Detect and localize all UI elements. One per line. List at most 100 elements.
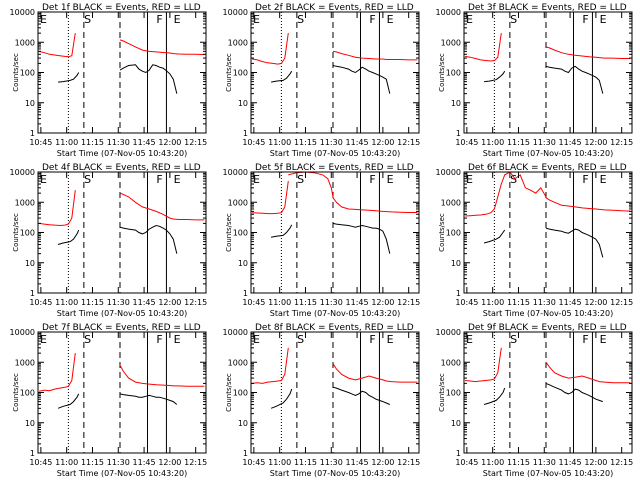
y-axis-label: Counts/sec — [12, 213, 20, 252]
event-marker-label: E — [466, 173, 473, 186]
x-tick-label: 11:45 — [133, 138, 156, 147]
y-tick-label: 10 — [451, 259, 461, 268]
y-tick-label: 10 — [451, 99, 461, 108]
x-tick-label: 12:00 — [158, 458, 181, 467]
y-axis-label: Counts/sec — [12, 53, 20, 92]
x-tick-label: 10:45 — [242, 298, 265, 307]
lld-series-line — [465, 347, 502, 383]
panel-title: Det 7f BLACK = Events, RED = LLD — [42, 323, 201, 333]
event-marker-label: E — [466, 333, 473, 346]
y-tick-label: 1 — [243, 449, 248, 458]
event-marker-label: E — [600, 13, 607, 26]
x-tick-label: 11:00 — [55, 298, 78, 307]
x-tick-label: 11:00 — [55, 138, 78, 147]
event-marker-label: S — [510, 173, 517, 186]
y-tick-label: 10 — [238, 259, 248, 268]
y-tick-label: 1 — [456, 449, 461, 458]
event-marker-label: E — [600, 173, 607, 186]
plot-frame — [37, 331, 207, 454]
y-tick-label: 1 — [30, 449, 35, 458]
x-tick-label: 11:45 — [559, 298, 582, 307]
y-tick-label: 1 — [243, 289, 248, 298]
y-axis-label: Counts/sec — [438, 373, 446, 412]
x-tick-label: 12:00 — [158, 298, 181, 307]
x-axis-label: Start Time (07-Nov-05 10:43:20) — [270, 309, 400, 318]
x-tick-label: 11:00 — [55, 458, 78, 467]
lld-series-line — [465, 172, 547, 217]
x-tick-label: 11:15 — [294, 458, 317, 467]
x-tick-label: 11:00 — [268, 138, 291, 147]
panel-title: Det 2f BLACK = Events, RED = LLD — [255, 3, 414, 13]
event-marker-label: F — [582, 173, 588, 186]
events-series-line — [271, 70, 293, 83]
event-marker-label: E — [253, 13, 260, 26]
x-tick-label: 11:30 — [320, 298, 343, 307]
x-tick-label: 12:15 — [610, 458, 633, 467]
events-series-line — [57, 393, 80, 409]
x-tick-label: 11:00 — [268, 298, 291, 307]
panel-title: Det 6f BLACK = Events, RED = LLD — [468, 163, 627, 173]
x-tick-label: 11:00 — [268, 458, 291, 467]
y-tick-label: 10 — [451, 419, 461, 428]
plot-frame — [463, 171, 633, 294]
plot-frame — [250, 171, 420, 294]
lld-series-line — [38, 353, 76, 392]
lld-series-line — [252, 181, 289, 215]
plot-frame — [463, 331, 633, 454]
x-axis-label: Start Time (07-Nov-05 10:43:20) — [483, 469, 613, 478]
panel-title: Det 4f BLACK = Events, RED = LLD — [42, 163, 201, 173]
event-marker-label: S — [84, 173, 91, 186]
y-axis-label: Counts/sec — [438, 213, 446, 252]
events-series-line — [545, 65, 604, 94]
event-marker-label: F — [156, 13, 162, 26]
x-tick-label: 11:45 — [559, 458, 582, 467]
x-tick-label: 11:30 — [107, 138, 130, 147]
event-marker-label: E — [40, 173, 47, 186]
x-tick-label: 12:15 — [610, 298, 633, 307]
x-tick-label: 11:00 — [481, 298, 504, 307]
y-tick-label: 1000 — [228, 198, 248, 207]
x-tick-label: 12:00 — [584, 138, 607, 147]
x-tick-label: 12:00 — [371, 138, 394, 147]
y-tick-label: 1000 — [15, 358, 35, 367]
x-axis-label: Start Time (07-Nov-05 10:43:20) — [270, 469, 400, 478]
x-tick-label: 11:15 — [81, 458, 104, 467]
y-tick-label: 1 — [243, 129, 248, 138]
events-series-line — [484, 70, 506, 83]
y-tick-label: 10 — [25, 99, 35, 108]
x-tick-label: 12:15 — [610, 138, 633, 147]
y-tick-label: 10000 — [10, 8, 35, 17]
y-tick-label: 100 — [446, 69, 461, 78]
x-axis-label: Start Time (07-Nov-05 10:43:20) — [57, 309, 187, 318]
x-tick-label: 11:30 — [533, 298, 556, 307]
x-tick-label: 11:45 — [133, 298, 156, 307]
x-tick-label: 10:45 — [455, 458, 478, 467]
x-axis-label: Start Time (07-Nov-05 10:43:20) — [57, 469, 187, 478]
x-tick-label: 12:00 — [371, 458, 394, 467]
x-tick-label: 12:15 — [397, 138, 420, 147]
y-tick-label: 10000 — [436, 8, 461, 17]
lld-series-line — [119, 192, 205, 221]
events-series-line — [119, 224, 178, 254]
y-tick-label: 10000 — [436, 328, 461, 337]
event-marker-label: E — [387, 13, 394, 26]
y-tick-label: 100 — [233, 69, 248, 78]
x-tick-label: 11:45 — [346, 298, 369, 307]
y-tick-label: 100 — [446, 229, 461, 238]
y-tick-label: 10 — [25, 259, 35, 268]
x-tick-label: 11:30 — [533, 458, 556, 467]
y-tick-label: 1000 — [15, 198, 35, 207]
lld-series-line — [332, 363, 418, 383]
events-series-line — [332, 222, 391, 254]
y-tick-label: 100 — [20, 389, 35, 398]
events-series-line — [57, 229, 80, 245]
lld-series-line — [119, 39, 205, 56]
y-tick-label: 1 — [456, 129, 461, 138]
x-tick-label: 12:15 — [184, 298, 207, 307]
